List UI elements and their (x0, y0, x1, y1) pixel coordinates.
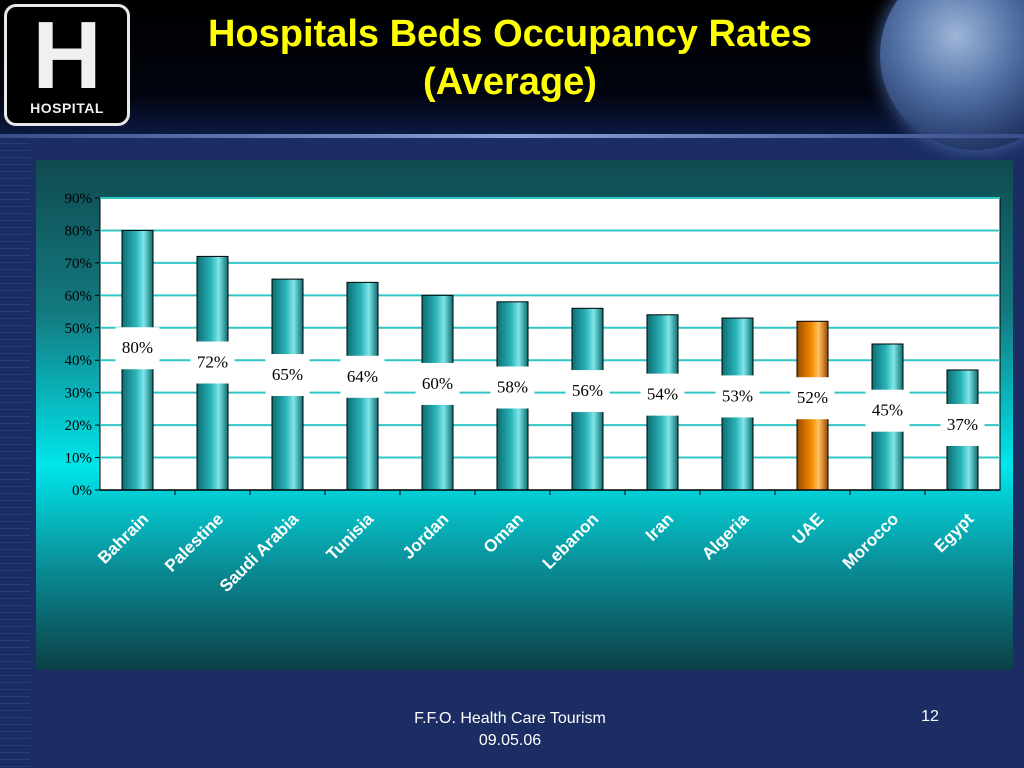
x-category-label: Jordan (399, 509, 453, 563)
y-tick-label: 70% (65, 256, 93, 272)
data-label-box (865, 389, 910, 432)
y-tick-label: 50% (65, 321, 93, 337)
data-label: 72% (190, 341, 235, 384)
y-tick-label: 60% (65, 288, 93, 304)
data-label-text: 52% (797, 388, 828, 407)
slide-title: Hospitals Beds Occupancy Rates (Average) (140, 10, 880, 106)
slide-title-line2: (Average) (423, 61, 597, 103)
data-label: 53% (715, 375, 760, 418)
left-decorative-stripes (0, 130, 30, 768)
x-category-label: Saudi Arabia (216, 509, 303, 596)
header-divider (0, 134, 1024, 138)
bar-chart: 80% 72% 65% 64% 60% 58% 56% 54% 53% 52% 45% 37% 0% 1… (65, 191, 1001, 596)
x-category-label: Bahrain (94, 509, 152, 567)
data-label: 65% (265, 354, 310, 397)
y-tick-label: 80% (65, 223, 93, 239)
data-label: 60% (415, 362, 460, 405)
data-label-text: 45% (872, 401, 903, 420)
y-tick-label: 40% (65, 353, 93, 369)
data-label-box (940, 403, 985, 446)
hospital-logo-letter: H (32, 2, 102, 109)
data-label-text: 60% (422, 374, 453, 393)
data-label: 80% (115, 327, 160, 370)
page-number: 12 (921, 708, 939, 725)
y-tick-label: 90% (65, 191, 93, 207)
x-category-label: Lebanon (539, 509, 603, 573)
data-label: 56% (565, 370, 610, 413)
data-label-box (490, 366, 535, 409)
data-label-text: 65% (272, 365, 303, 384)
data-label-box (340, 355, 385, 398)
x-category-label: Algeria (698, 509, 753, 564)
plot-area (99, 197, 1001, 491)
slide-title-line1: Hospitals Beds Occupancy Rates (208, 13, 812, 55)
data-label-text: 72% (197, 353, 228, 372)
data-label: 58% (490, 366, 535, 409)
hospital-logo-word: HOSPITAL (30, 100, 104, 116)
data-label-box (265, 354, 310, 397)
data-label-box (190, 341, 235, 384)
data-label-box (790, 377, 835, 420)
data-label: 45% (865, 389, 910, 432)
footer-date: 09.05.06 (478, 732, 542, 749)
y-tick-label: 20% (65, 418, 93, 434)
y-tick-label: 10% (65, 451, 93, 467)
data-label-box (565, 370, 610, 413)
footer-presenter: F.F.O. Health Care Tourism (414, 710, 606, 727)
data-label: 52% (790, 377, 835, 420)
data-labels: 80% 72% 65% 64% 60% 58% 56% 54% 53% 52% 45% 37% (115, 327, 985, 446)
x-category-label: Oman (480, 509, 528, 557)
x-category-label: Morocco (839, 509, 903, 573)
chart-panel: 80% 72% 65% 64% 60% 58% 56% 54% 53% 52% 45% 37% 0% 1… (36, 160, 1013, 670)
y-axis-ticks: 0% 10% 20% 30% 40% 50% 60% 70% 80% 90% (65, 191, 1000, 499)
globe-image (880, 0, 1024, 150)
data-label: 64% (340, 355, 385, 398)
data-label-text: 56% (572, 381, 603, 400)
data-label: 37% (940, 403, 985, 446)
x-category-label: Palestine (161, 509, 227, 575)
data-label: 54% (640, 373, 685, 416)
data-label-text: 80% (122, 338, 153, 357)
hospital-logo: H HOSPITAL (4, 2, 130, 126)
data-label-box (640, 373, 685, 416)
y-tick-label: 30% (65, 386, 93, 402)
y-tick-label: 0% (72, 483, 92, 499)
x-category-label: Iran (642, 509, 677, 544)
data-label-text: 58% (497, 378, 528, 397)
x-category-label: Tunisia (323, 509, 378, 564)
data-label-text: 37% (947, 415, 978, 434)
data-label-box (715, 375, 760, 418)
data-label-box (115, 327, 160, 370)
x-category-label: Egypt (930, 509, 977, 556)
footer: F.F.O. Health Care Tourism 09.05.06 (360, 708, 660, 752)
data-label-text: 53% (722, 386, 753, 405)
data-label-text: 64% (347, 367, 378, 386)
slide-header: H HOSPITAL Hospitals Beds Occupancy Rate… (0, 0, 1024, 150)
gridlines (100, 197, 1000, 459)
data-label-text: 54% (647, 385, 678, 404)
data-label-box (415, 362, 460, 405)
x-category-label: UAE (789, 509, 828, 548)
